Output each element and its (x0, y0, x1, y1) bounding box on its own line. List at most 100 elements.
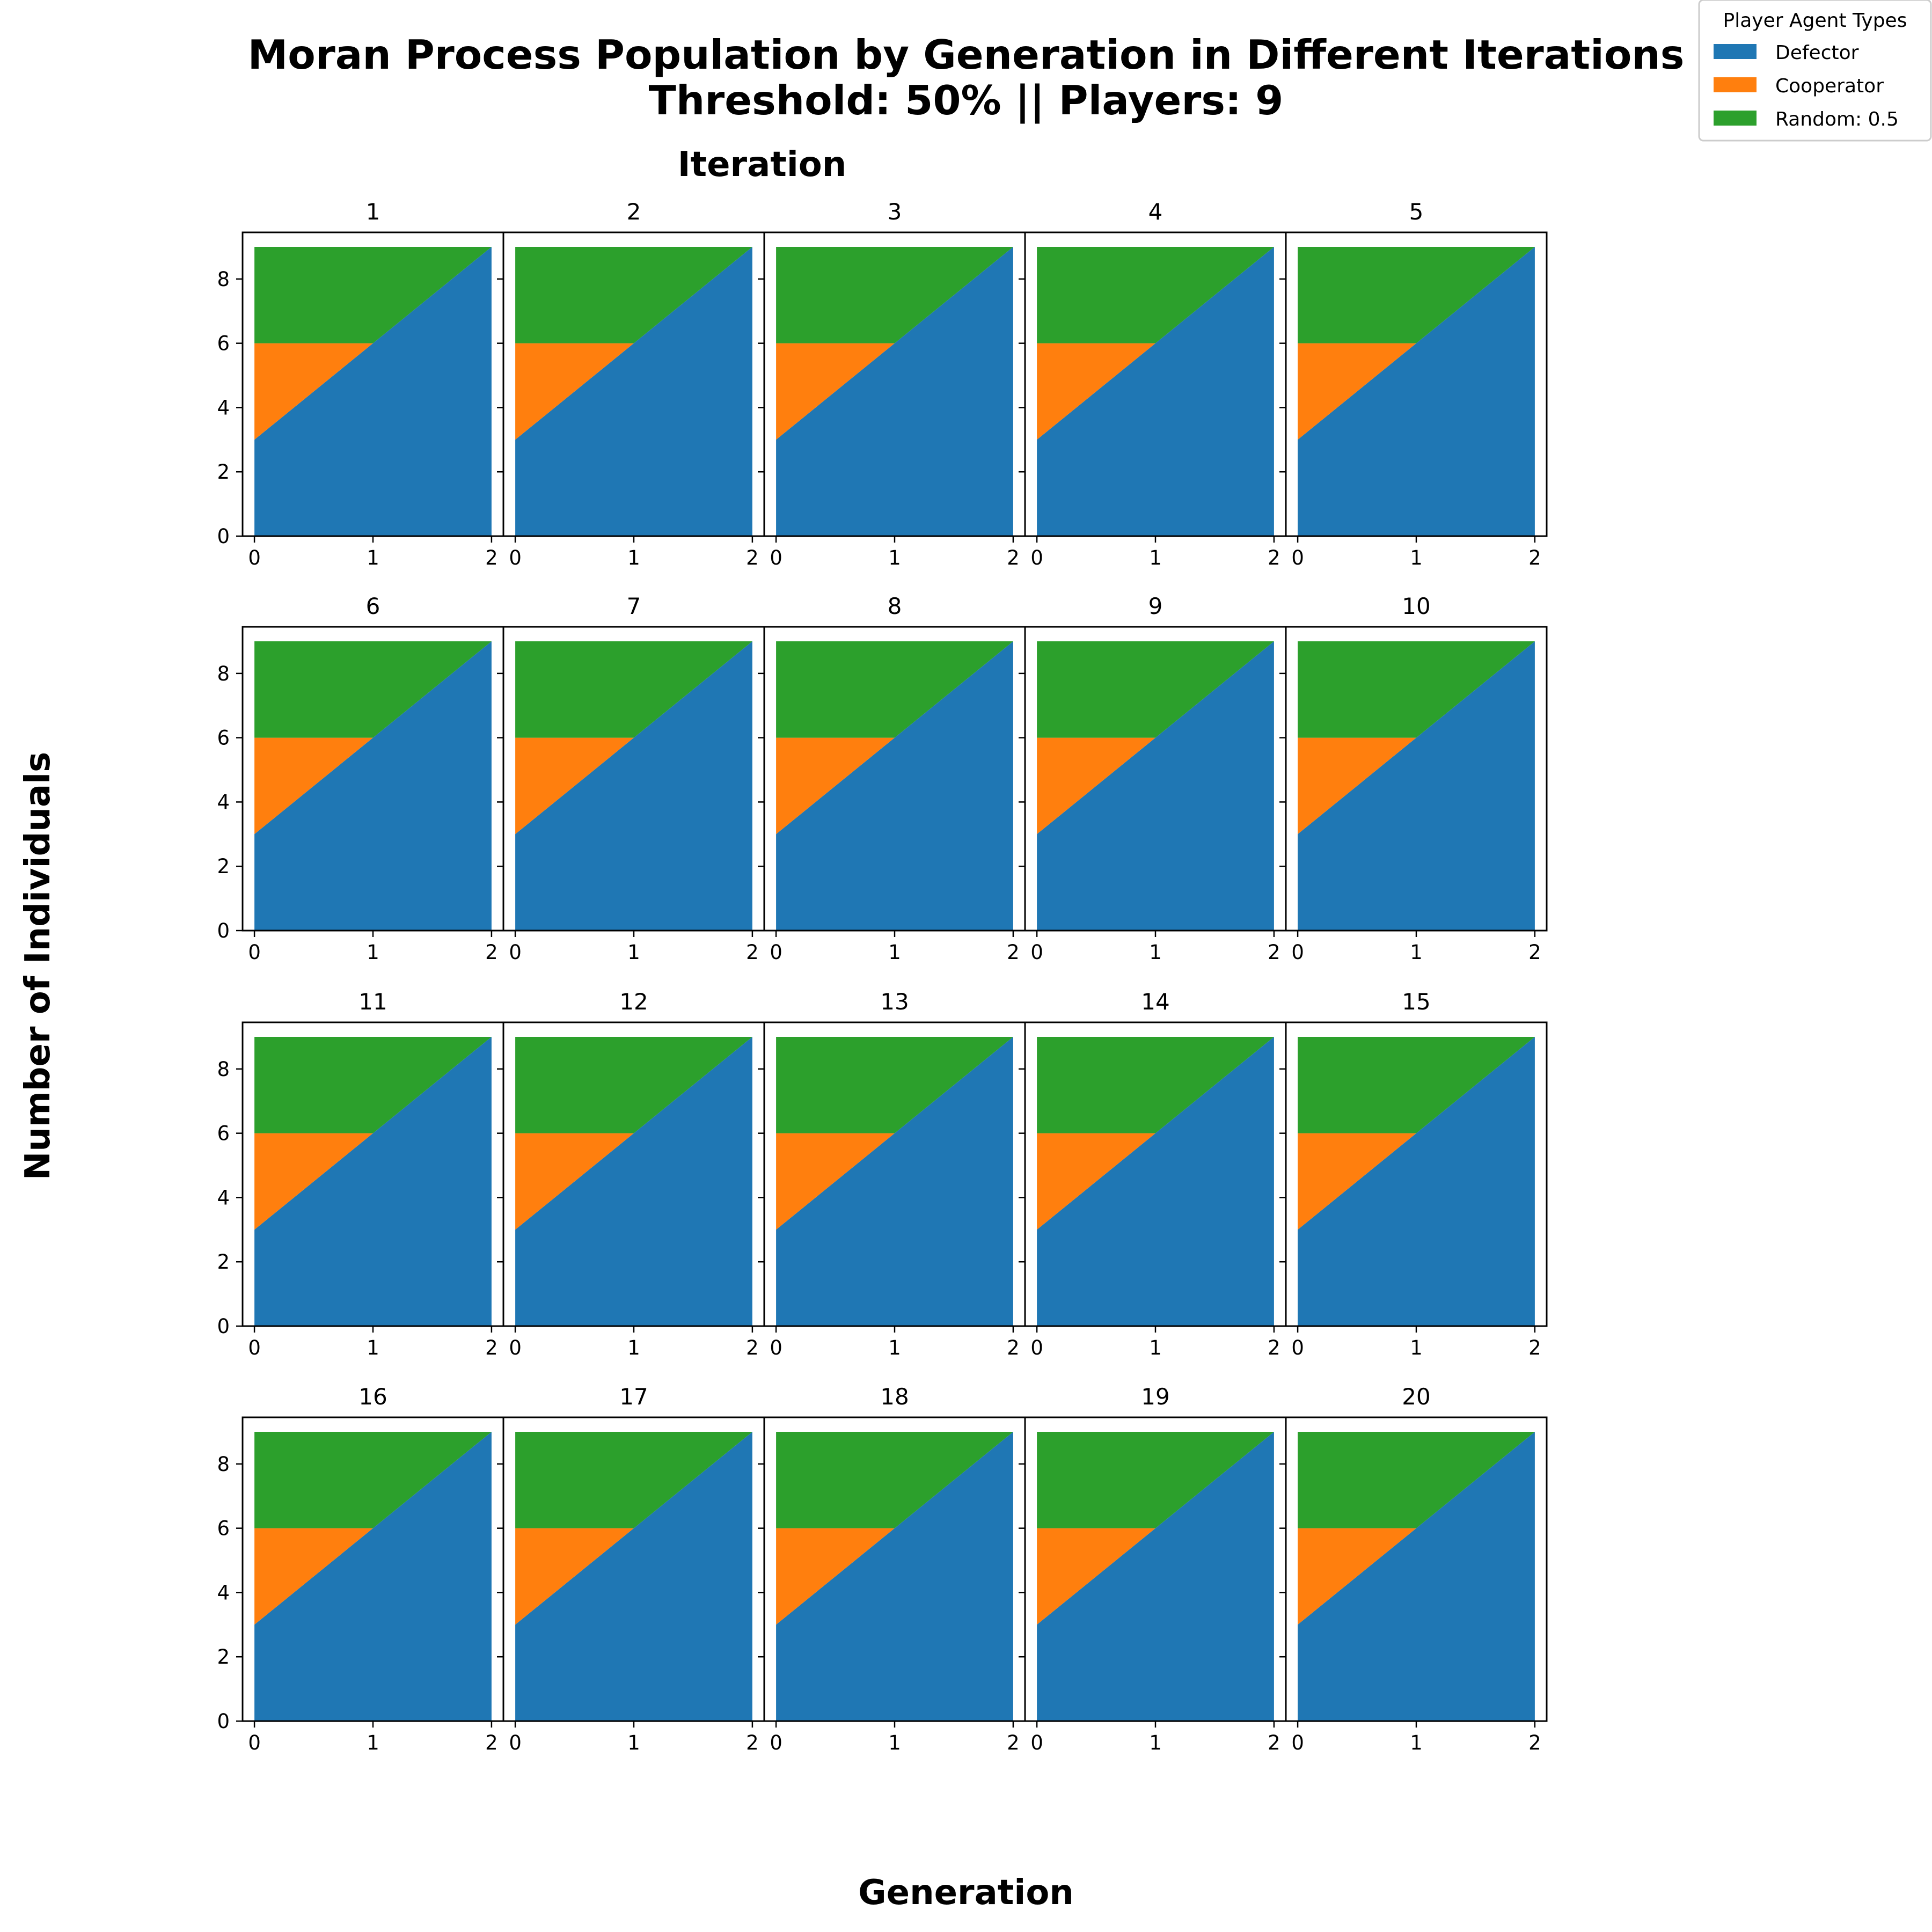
area-defector (776, 247, 1013, 536)
y-tick-label: 4 (217, 1581, 230, 1604)
panel-15: 15 0 1 2 (1279, 989, 1548, 1359)
panel-title: 16 (358, 1384, 387, 1410)
legend-label-defector: Defector (1775, 42, 1859, 64)
panel-20: 20 0 1 2 (1279, 1384, 1548, 1754)
area-defector (1298, 1037, 1535, 1326)
panel-title: 7 (627, 593, 641, 619)
area-random-0-5 (254, 247, 492, 343)
panel-title: 15 (1402, 989, 1430, 1015)
x-tick-label: 1 (627, 546, 640, 569)
panel-16: 16 0 1 2 0 2 4 6 8 (217, 1384, 504, 1754)
panel-5: 5 0 1 2 (1279, 199, 1548, 569)
x-tick-label: 0 (509, 1731, 522, 1754)
x-tick-label: 1 (367, 546, 379, 569)
area-random-0-5 (515, 1037, 752, 1133)
x-tick-label: 2 (1007, 546, 1020, 569)
area-random-0-5 (515, 641, 752, 738)
x-tick-label: 1 (627, 1731, 640, 1754)
y-tick-label: 6 (217, 1517, 230, 1540)
area-defector (1037, 641, 1274, 931)
y-tick-label: 8 (217, 662, 230, 685)
x-tick-label: 1 (627, 941, 640, 964)
area-random-0-5 (254, 1037, 492, 1133)
panel-1: 1 0 1 2 0 2 4 6 8 (217, 199, 504, 569)
x-tick-label: 2 (1528, 1336, 1541, 1359)
panel-8: 8 0 1 2 (758, 593, 1026, 964)
x-tick-label: 2 (485, 941, 498, 964)
x-tick-label: 1 (1410, 941, 1423, 964)
area-defector (515, 1432, 752, 1721)
y-tick-label: 0 (217, 919, 230, 942)
x-tick-label: 0 (1030, 941, 1043, 964)
x-tick-label: 2 (1528, 1731, 1541, 1754)
area-cooperator (776, 1037, 1013, 1230)
area-defector (1037, 1432, 1274, 1721)
panel-9: 9 0 1 2 (1019, 593, 1287, 964)
x-tick-label: 0 (770, 546, 782, 569)
panel-11: 11 0 1 2 0 2 4 6 8 (217, 989, 504, 1359)
x-tick-label: 0 (1291, 1731, 1304, 1754)
y-tick-label: 2 (217, 1250, 230, 1274)
x-tick-label: 2 (746, 1731, 759, 1754)
area-defector (1037, 1037, 1274, 1326)
area-defector (1298, 641, 1535, 931)
area-defector (1298, 247, 1535, 536)
panel-19: 19 0 1 2 (1019, 1384, 1287, 1754)
x-tick-label: 1 (888, 941, 901, 964)
area-cooperator (254, 247, 492, 440)
area-cooperator (776, 1432, 1013, 1625)
area-cooperator (776, 247, 1013, 440)
area-cooperator (515, 641, 752, 835)
panel-18: 18 0 1 2 (758, 1384, 1026, 1754)
area-random-0-5 (254, 641, 492, 738)
legend-frame (1698, 0, 1932, 142)
x-tick-label: 1 (367, 1336, 379, 1359)
panel-3: 3 0 1 2 (758, 199, 1026, 569)
x-tick-label: 0 (1291, 546, 1304, 569)
panel-6: 6 0 1 2 0 2 4 6 8 (217, 593, 504, 964)
x-tick-label: 2 (1007, 941, 1020, 964)
panel-title: 18 (880, 1384, 909, 1410)
x-tick-label: 1 (1149, 1336, 1162, 1359)
panel-title: 12 (619, 989, 648, 1015)
area-random-0-5 (1037, 1432, 1274, 1528)
area-cooperator (1037, 1432, 1274, 1625)
area-defector (1298, 1432, 1535, 1721)
x-tick-label: 2 (1007, 1731, 1020, 1754)
x-tick-label: 0 (770, 1336, 782, 1359)
x-tick-label: 2 (1268, 546, 1280, 569)
area-defector (515, 247, 752, 536)
area-defector (776, 1432, 1013, 1721)
area-random-0-5 (1037, 641, 1274, 738)
area-defector (254, 1037, 492, 1326)
area-random-0-5 (1298, 1432, 1535, 1528)
x-tick-label: 2 (1268, 941, 1280, 964)
panel-title: 11 (358, 989, 387, 1015)
x-tick-label: 1 (888, 1731, 901, 1754)
x-tick-label: 2 (1007, 1336, 1020, 1359)
panel-title: 5 (1409, 199, 1424, 225)
legend-label-random: Random: 0.5 (1775, 108, 1899, 130)
area-defector (254, 641, 492, 931)
panel-10: 10 0 1 2 (1279, 593, 1548, 964)
area-defector (776, 1037, 1013, 1326)
x-tick-label: 2 (1268, 1731, 1280, 1754)
x-tick-label: 1 (1410, 1731, 1423, 1754)
panel-title: 6 (366, 593, 380, 619)
x-tick-label: 0 (248, 546, 261, 569)
y-tick-label: 8 (217, 1453, 230, 1476)
x-tick-label: 2 (746, 1336, 759, 1359)
x-tick-label: 2 (485, 546, 498, 569)
panel-title: 10 (1402, 593, 1430, 619)
legend-swatch-cooperator (1714, 77, 1757, 92)
area-defector (515, 641, 752, 931)
figure-title-line1: Moran Process Population by Generation i… (248, 31, 1685, 78)
x-tick-label: 0 (248, 1336, 261, 1359)
area-cooperator (254, 641, 492, 835)
y-tick-label: 4 (217, 396, 230, 419)
panel-title: 14 (1141, 989, 1169, 1015)
panel-title: 2 (627, 199, 641, 225)
x-tick-label: 0 (770, 941, 782, 964)
x-tick-label: 2 (485, 1336, 498, 1359)
